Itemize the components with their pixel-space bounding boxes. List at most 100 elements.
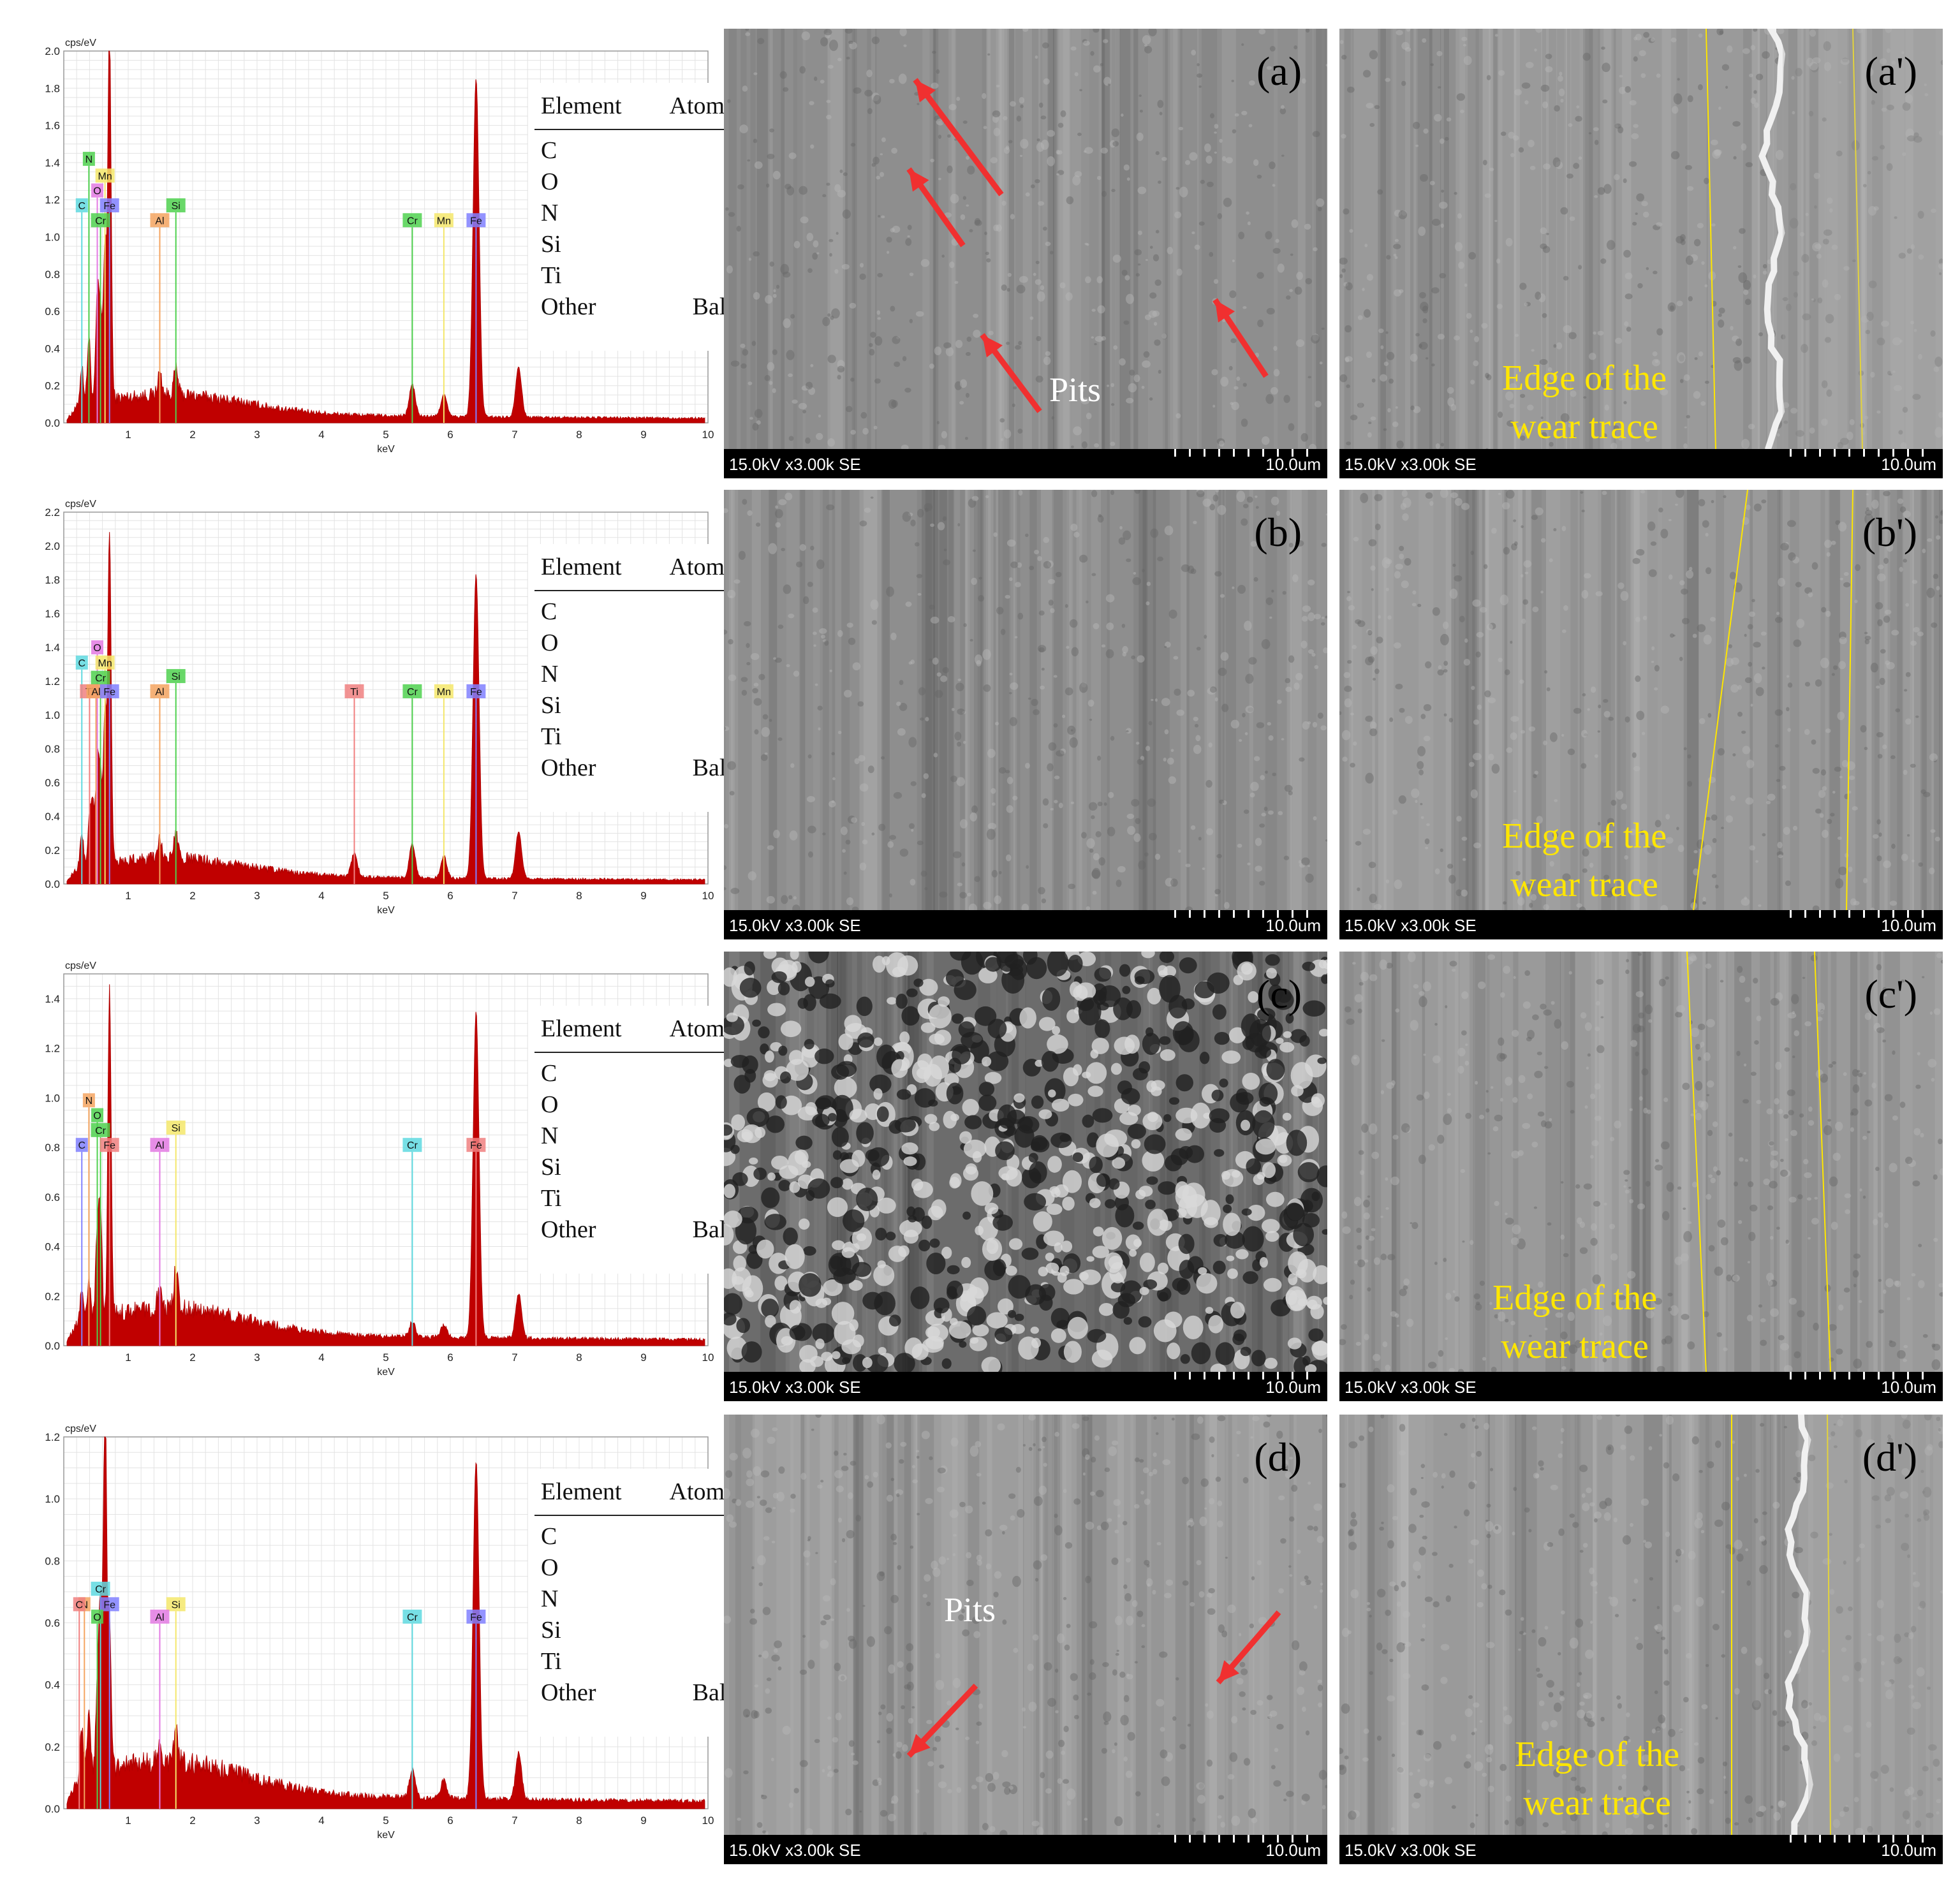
texture-grain xyxy=(724,1615,732,1624)
sem-info-bar: 15.0kV x3.00k SE 10.0um xyxy=(724,910,1327,939)
texture-grain xyxy=(1718,319,1725,328)
texture-grain xyxy=(1283,1799,1287,1802)
texture-grain xyxy=(1097,515,1104,523)
sem-texture xyxy=(725,29,1327,478)
texture-grain xyxy=(1043,536,1050,543)
texture-grain xyxy=(1560,98,1564,103)
texture-grain xyxy=(1816,253,1822,259)
texture-grain xyxy=(978,577,982,580)
texture-grain xyxy=(1779,1158,1784,1162)
texture-grain xyxy=(1456,93,1466,101)
texture-grain xyxy=(1279,1041,1295,1053)
texture-grain xyxy=(1396,1325,1399,1327)
texture-grain xyxy=(1491,763,1500,774)
texture-grain xyxy=(789,830,798,841)
texture-grain xyxy=(1485,1108,1490,1113)
texture-grain xyxy=(1505,391,1514,401)
texture-grain xyxy=(1159,112,1163,115)
texture-grain xyxy=(1306,1295,1322,1310)
texture-grain xyxy=(1823,229,1832,236)
texture-grain xyxy=(1117,865,1126,873)
texture-grain xyxy=(1684,426,1687,429)
texture-grain xyxy=(1560,1344,1565,1350)
texture-grain xyxy=(1084,242,1088,246)
texture-grain xyxy=(1815,808,1822,814)
texture-grain xyxy=(1610,799,1617,806)
texture-grain xyxy=(930,523,934,527)
texture-grain xyxy=(886,586,894,597)
texture-grain xyxy=(1708,1174,1713,1179)
texture-grain xyxy=(976,659,982,667)
texture-streak xyxy=(835,1415,853,1864)
y-tick-label: 0.0 xyxy=(45,1803,60,1815)
texture-grain xyxy=(1843,582,1851,587)
texture-grain xyxy=(1821,607,1827,613)
texture-grain xyxy=(1540,591,1544,594)
texture-streak xyxy=(1316,490,1327,939)
texture-grain xyxy=(1165,1579,1174,1586)
texture-grain xyxy=(1471,686,1475,690)
texture-grain xyxy=(1215,1342,1235,1365)
texture-grain xyxy=(733,1255,746,1272)
texture-grain xyxy=(741,363,747,369)
texture-grain xyxy=(1440,633,1449,645)
texture-grain xyxy=(1301,857,1310,866)
texture-streak xyxy=(1545,952,1561,1401)
texture-grain xyxy=(1734,1181,1739,1187)
texture-streak xyxy=(1760,29,1767,478)
texture-grain xyxy=(1913,136,1922,143)
texture-grain xyxy=(1785,304,1792,311)
texture-grain xyxy=(963,740,966,744)
wear-edge-line xyxy=(1686,952,1707,1373)
texture-grain xyxy=(896,702,901,707)
texture-grain xyxy=(1090,50,1094,56)
texture-grain xyxy=(1308,1328,1324,1342)
texture-grain xyxy=(754,1684,759,1688)
texture-grain xyxy=(742,1709,751,1718)
texture-grain xyxy=(1079,1271,1089,1281)
texture-grain xyxy=(924,1574,931,1582)
texture-grain xyxy=(1273,1780,1281,1787)
texture-streak xyxy=(1589,29,1593,478)
texture-grain xyxy=(1165,878,1174,887)
texture-grain xyxy=(829,669,832,672)
texture-grain xyxy=(724,1184,735,1198)
panel-label: (a) xyxy=(1256,48,1302,94)
texture-grain xyxy=(908,737,917,747)
texture-grain xyxy=(807,825,816,834)
texture-grain xyxy=(952,1553,956,1556)
texture-grain xyxy=(1813,1322,1819,1331)
texture-grain xyxy=(726,265,733,274)
texture-grain xyxy=(825,979,835,988)
texture-grain xyxy=(1824,337,1832,343)
texture-grain xyxy=(1262,1162,1276,1179)
texture-grain xyxy=(1681,1314,1690,1320)
texture-grain xyxy=(1402,497,1411,508)
texture-grain xyxy=(807,1659,815,1669)
texture-grain xyxy=(1362,828,1371,835)
texture-grain xyxy=(1158,369,1161,374)
texture-grain xyxy=(1035,1059,1044,1067)
texture-grain xyxy=(1519,679,1524,684)
texture-grain xyxy=(1225,1556,1228,1559)
element-label-box xyxy=(466,213,486,228)
texture-grain xyxy=(1271,1765,1276,1770)
texture-grain xyxy=(969,638,973,642)
texture-grain xyxy=(1126,1673,1130,1677)
texture-grain xyxy=(1865,329,1871,335)
texture-grain xyxy=(902,511,911,522)
texture-grain xyxy=(1244,732,1248,735)
y-tick-label: 1.2 xyxy=(45,1043,60,1055)
texture-grain xyxy=(1623,249,1632,258)
texture-grain xyxy=(1510,732,1517,740)
texture-grain xyxy=(1228,1027,1246,1043)
texture-grain xyxy=(1836,1348,1843,1355)
texture-grain xyxy=(1676,352,1686,364)
texture-grain xyxy=(1209,504,1216,511)
texture-grain xyxy=(1417,603,1422,607)
texture-grain xyxy=(1209,686,1217,693)
texture-grain xyxy=(1667,302,1676,312)
texture-grain xyxy=(1374,523,1381,531)
texture-grain xyxy=(1890,755,1896,760)
texture-grain xyxy=(1792,111,1795,115)
